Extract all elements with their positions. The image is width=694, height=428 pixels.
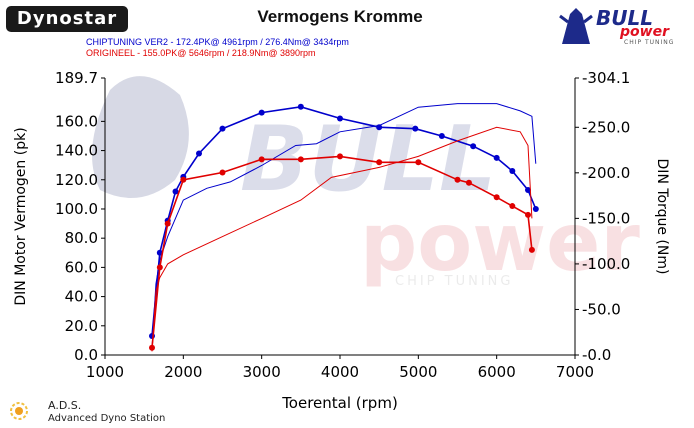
x-tick-label: 6000 — [478, 363, 516, 381]
right-axis-label: DIN Torque (Nm) — [654, 159, 670, 275]
ads-name: A.D.S. — [48, 399, 82, 412]
series-line-1 — [151, 103, 537, 349]
data-point — [180, 176, 187, 183]
data-point — [493, 154, 500, 161]
data-point — [415, 159, 422, 166]
left-tick-label: 120.0 — [55, 171, 98, 189]
series-line-0 — [151, 105, 537, 337]
axes-group: 1000 2000 3000 4000 5000 6000 7000 0.0 20.0 40.0 6… — [55, 69, 630, 381]
left-tick-label: 100.0 — [55, 200, 98, 218]
data-point — [297, 156, 304, 163]
series-line-2 — [151, 155, 533, 348]
x-tick-label: 2000 — [164, 363, 202, 381]
data-point — [156, 264, 163, 271]
bull-emblem-icon — [559, 8, 593, 44]
data-point — [528, 246, 535, 253]
watermark-power-word: power — [360, 196, 640, 289]
data-point — [172, 188, 179, 195]
left-tick-label: 160.0 — [55, 112, 98, 130]
ads-logo: A.D.S. Advanced Dyno Station — [8, 398, 208, 426]
run-label-origineel: ORIGINEEL - 155.0PK@ 5646rpm / 218.9Nm@ … — [86, 48, 316, 58]
x-tick-label: 5000 — [399, 363, 437, 381]
data-point — [470, 143, 477, 150]
x-tick-label: 7000 — [556, 363, 594, 381]
data-point — [525, 211, 531, 218]
ads-sun-icon — [10, 402, 28, 420]
left-tick-label: 189.7 — [55, 69, 98, 87]
data-point — [438, 132, 445, 139]
data-point — [509, 203, 516, 210]
bull-word: BULL — [596, 6, 653, 30]
x-tick-label: 4000 — [321, 363, 359, 381]
data-point — [525, 186, 531, 193]
run-label-chiptuning: CHIPTUNING VER2 - 172.4PK@ 4961rpm / 276… — [86, 37, 349, 47]
data-point — [258, 156, 265, 163]
left-axis-label: DIN Motor Vermogen (pk) — [13, 127, 29, 305]
data-point — [164, 220, 171, 227]
ads-subtitle: Advanced Dyno Station — [48, 413, 166, 424]
data-point — [412, 125, 419, 132]
data-point — [454, 176, 461, 183]
power-word: power — [620, 24, 669, 40]
dynostar-logo: Dynostar — [6, 6, 128, 32]
right-tick-label: -50.0 — [582, 300, 621, 318]
data-point — [509, 168, 516, 175]
left-tick-label: 20.0 — [65, 317, 98, 335]
bull-watermark: BULL power CHIP TUNING — [92, 76, 640, 289]
series-layer — [149, 103, 539, 352]
left-tick-label: 80.0 — [65, 229, 98, 247]
right-tick-label: -100.0 — [582, 255, 630, 273]
data-point — [219, 125, 226, 132]
data-point — [376, 159, 383, 166]
left-tick-label: 40.0 — [65, 288, 98, 306]
right-tick-label: -0.0 — [582, 346, 611, 364]
right-tick-label: -304.1 — [582, 69, 630, 87]
chart-title: Vermogens Kromme — [257, 7, 423, 26]
x-tick-label: 1000 — [86, 363, 124, 381]
data-point — [196, 150, 202, 157]
right-tick-label: -150.0 — [582, 209, 630, 227]
x-tick-label: 3000 — [243, 363, 281, 381]
right-tick-label: -200.0 — [582, 164, 630, 182]
x-axis-label: Toerental (rpm) — [281, 394, 398, 412]
data-point — [219, 169, 226, 176]
watermark-chip-tuning: CHIP TUNING — [395, 274, 513, 289]
right-tick-label: -250.0 — [582, 118, 630, 136]
series-line-3 — [151, 126, 533, 352]
data-point — [258, 109, 265, 116]
left-tick-label: 140.0 — [55, 142, 98, 160]
data-point — [532, 205, 539, 212]
data-point — [493, 194, 500, 201]
watermark-bull-shape — [92, 76, 189, 198]
data-point — [337, 153, 343, 160]
data-point — [337, 115, 343, 122]
left-tick-label: 0.0 — [74, 346, 98, 364]
data-point — [297, 103, 304, 110]
bullpower-logo: BULL power CHIP TUNING — [556, 4, 692, 48]
chip-tuning-tag: CHIP TUNING — [624, 39, 675, 46]
data-point — [465, 179, 472, 186]
left-tick-label: 60.0 — [65, 258, 98, 276]
